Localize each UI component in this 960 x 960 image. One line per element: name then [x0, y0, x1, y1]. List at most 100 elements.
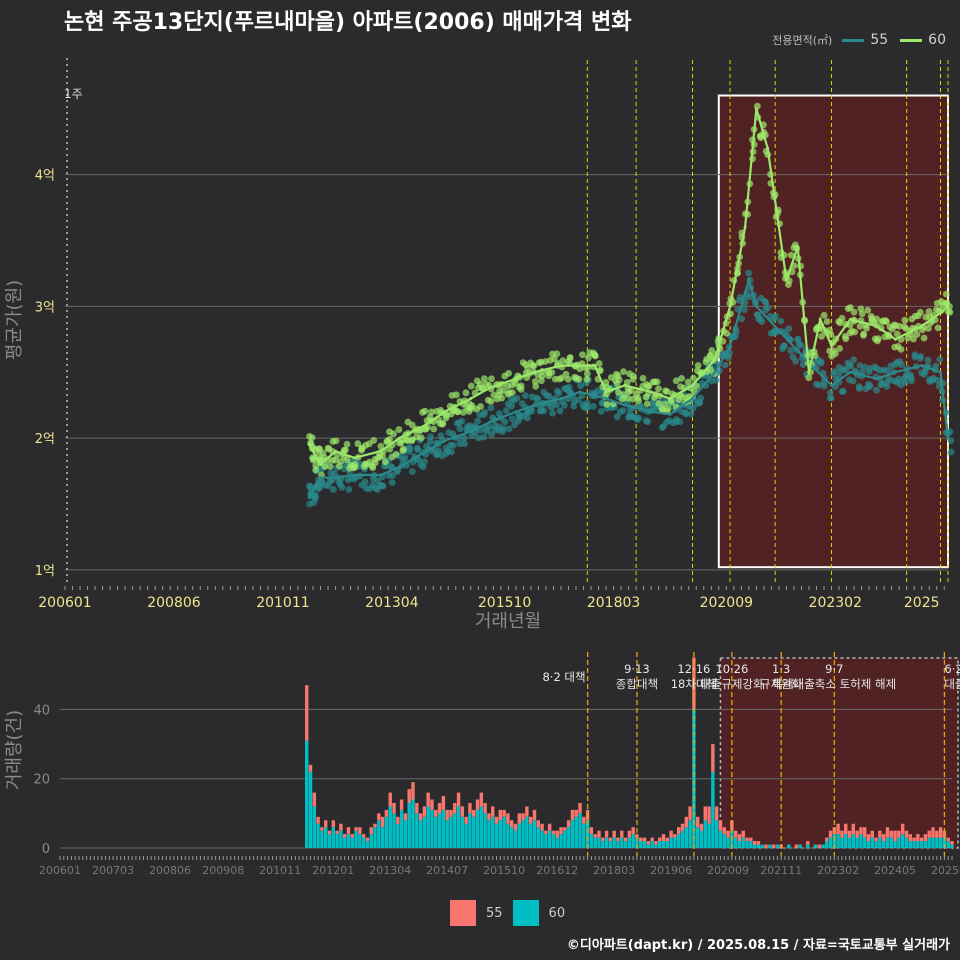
series-point-60 — [424, 423, 428, 427]
scatter-point — [925, 308, 933, 315]
bar-60 — [749, 841, 753, 848]
bar-55 — [627, 830, 632, 838]
bar-60 — [453, 813, 457, 848]
bar-55 — [570, 809, 575, 821]
bar-55 — [684, 816, 689, 828]
scatter-point — [639, 374, 647, 382]
bar-55 — [384, 809, 389, 817]
scatter-point — [332, 456, 339, 464]
bar-60 — [919, 841, 924, 848]
scatter-point — [310, 499, 318, 507]
scatter-point — [502, 407, 510, 415]
bar-60 — [585, 820, 590, 848]
bar-60 — [840, 837, 844, 848]
legend-line-55 — [842, 38, 865, 42]
series-point-60 — [893, 337, 897, 341]
scatter-point — [338, 483, 346, 491]
bar-60 — [870, 837, 874, 848]
scatter-point — [556, 407, 564, 415]
bar-55 — [825, 837, 829, 842]
scatter-point — [740, 306, 748, 314]
bar-60 — [498, 820, 503, 848]
bar-55 — [430, 799, 434, 810]
series-point-60 — [784, 278, 788, 282]
scatter-point — [325, 482, 332, 490]
series-point-55 — [668, 412, 672, 416]
scatter-point — [480, 433, 488, 441]
scatter-point — [847, 361, 855, 369]
bar-55 — [707, 806, 711, 824]
scatter-point — [392, 450, 400, 458]
bar-55 — [650, 837, 654, 842]
scatter-point — [934, 324, 942, 332]
bar-55 — [377, 813, 381, 821]
series-point-60 — [796, 245, 800, 249]
series-point-55 — [559, 397, 563, 401]
bar-55 — [806, 841, 810, 845]
bar-55 — [323, 820, 328, 828]
scatter-point — [860, 332, 867, 339]
bar-55 — [563, 827, 567, 831]
scatter-point — [627, 387, 635, 395]
bar-60 — [464, 823, 468, 848]
bar-60 — [885, 837, 890, 848]
bar-55 — [741, 830, 745, 838]
bar-60 — [411, 799, 415, 848]
scatter-point — [901, 316, 909, 324]
scatter-point — [499, 425, 507, 432]
bar-60 — [676, 834, 681, 848]
scatter-point — [460, 434, 468, 442]
scatter-point — [861, 363, 869, 371]
bar-55 — [502, 809, 506, 817]
bar-60 — [714, 820, 719, 848]
bar-60 — [688, 820, 692, 848]
bar-60 — [627, 837, 632, 848]
scatter-point — [913, 330, 921, 338]
source-footer: ©디아파트(dapt.kr) / 2025.08.15 / 자료=국토교통부 실… — [566, 938, 950, 953]
bar-60 — [335, 834, 339, 848]
scatter-point — [619, 407, 627, 414]
bar-55 — [491, 806, 495, 817]
bar-55 — [449, 809, 453, 817]
y-axis-title: 평균가(원) — [4, 280, 25, 360]
bar-55 — [578, 802, 582, 814]
scatter-point — [908, 377, 916, 385]
series-point-60 — [690, 383, 694, 387]
bar-55 — [893, 830, 897, 842]
legend-swatch-55 — [450, 900, 476, 926]
bar-60 — [722, 834, 726, 848]
series-point-60 — [443, 410, 447, 414]
bar-60 — [612, 837, 616, 848]
bar-60 — [445, 820, 449, 848]
bar-60 — [479, 806, 484, 848]
scatter-point — [794, 335, 802, 343]
bar-55 — [597, 830, 601, 838]
bar-60 — [369, 834, 373, 848]
scatter-point — [762, 299, 770, 306]
scatter-point — [830, 370, 837, 378]
x-tick-label: 201011 — [259, 864, 301, 877]
bar-55 — [745, 837, 749, 842]
bar-60 — [312, 806, 317, 848]
bar-60 — [916, 841, 920, 848]
scatter-point — [401, 454, 409, 462]
scatter-point — [855, 385, 863, 393]
x-tick-label: 200703 — [92, 864, 134, 877]
bar-60 — [673, 837, 677, 848]
bar-55 — [316, 816, 320, 824]
scatter-point — [676, 418, 684, 426]
scatter-point — [480, 411, 488, 418]
bar-55 — [464, 816, 468, 824]
bar-60 — [547, 830, 552, 848]
bar-60 — [828, 837, 833, 848]
scatter-point — [405, 448, 413, 455]
annotation-label: 8·2 대책 — [542, 670, 585, 684]
scatter-point — [487, 398, 495, 405]
scatter-point — [895, 322, 903, 330]
bar-55 — [540, 823, 544, 831]
scatter-point — [689, 404, 697, 412]
bar-60 — [358, 834, 362, 848]
y-tick-label: 4억 — [35, 169, 55, 184]
scatter-point — [792, 357, 799, 365]
bar-60 — [950, 844, 954, 848]
